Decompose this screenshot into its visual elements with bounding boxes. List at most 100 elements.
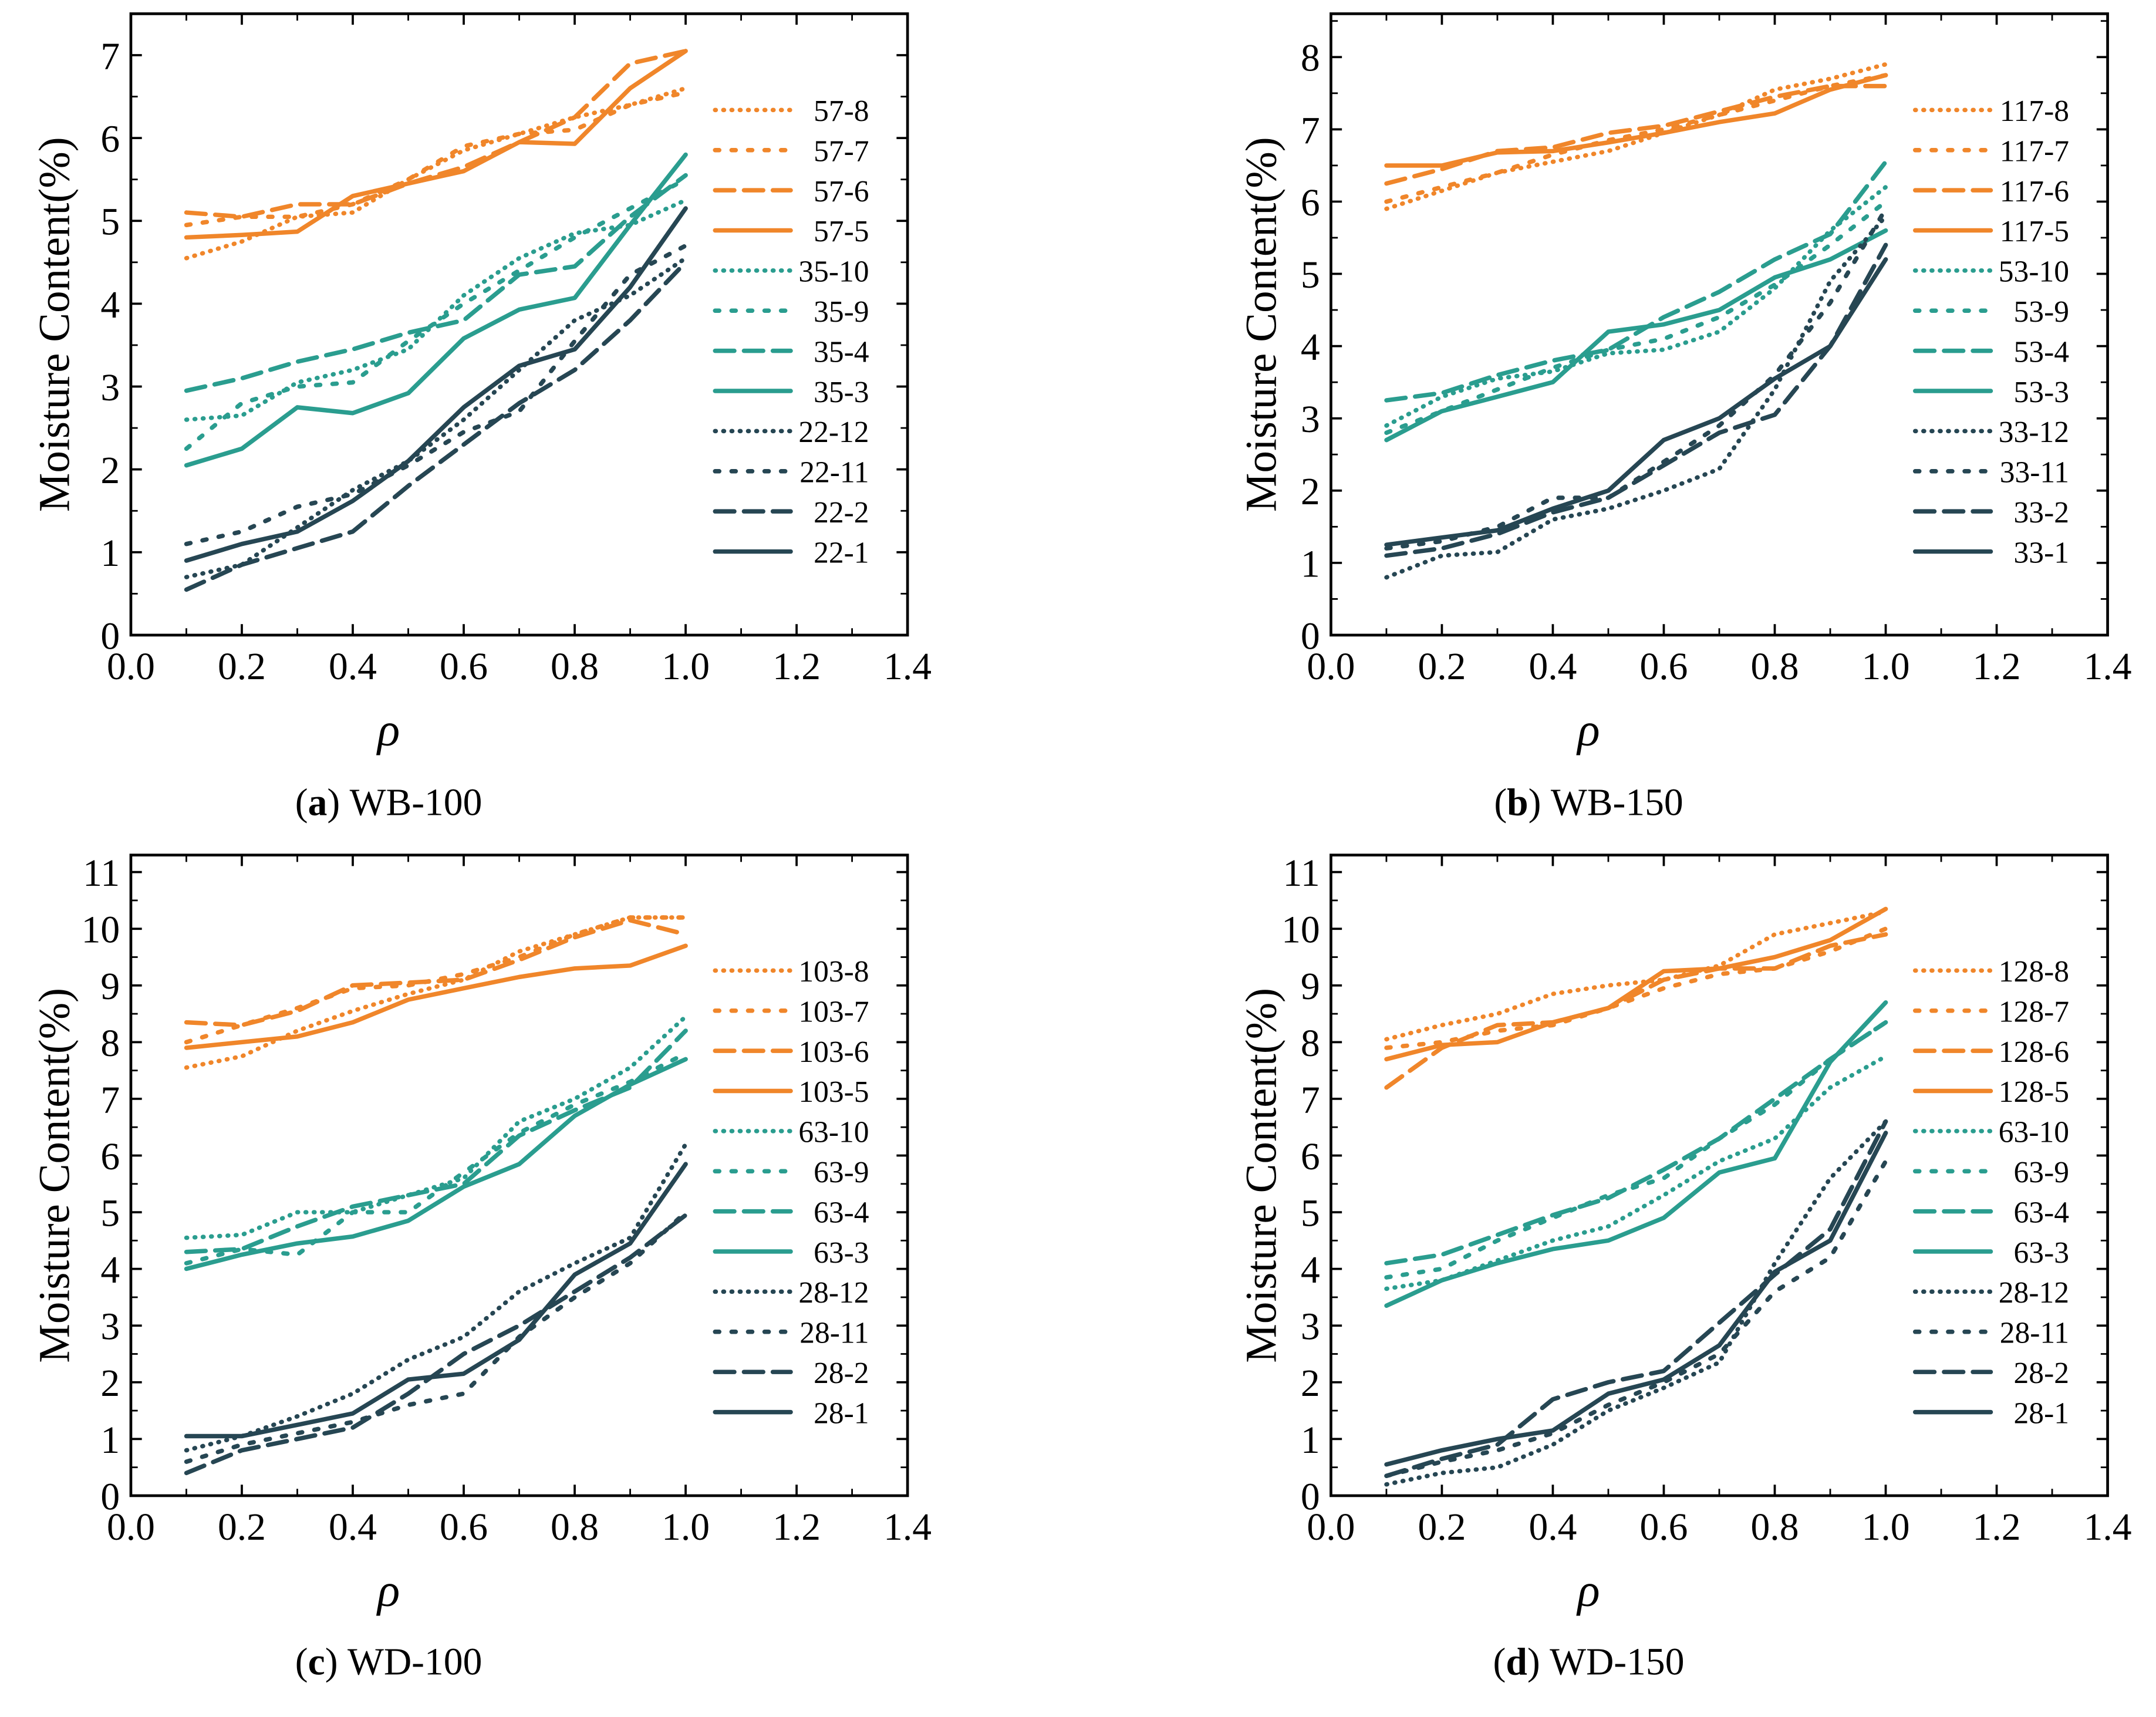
legend-label: 53-4 <box>2014 335 2069 369</box>
series-line-33-12 <box>1384 214 1888 580</box>
legend-label: 57-8 <box>814 95 869 128</box>
series-line-28-1 <box>184 1162 688 1439</box>
legend-label: 33-11 <box>2000 456 2069 490</box>
x-tick-label: 1.0 <box>662 646 710 688</box>
series-line-53-3 <box>1384 228 1888 443</box>
legend-label: 35-10 <box>798 255 869 289</box>
legend-label: 63-10 <box>798 1116 869 1149</box>
x-tick-label: 0.0 <box>1307 1506 1355 1549</box>
y-tick-label: 7 <box>1301 110 1320 152</box>
legend-label: 63-3 <box>814 1236 869 1270</box>
panel-caption: (d) WD-150 <box>1493 1641 1685 1683</box>
x-tick-label: 0.0 <box>1307 646 1355 688</box>
series-line-117-6 <box>1384 83 1888 186</box>
series-line-53-4 <box>1384 159 1888 403</box>
series-line-63-9 <box>184 1051 688 1266</box>
series-line-57-7 <box>184 90 688 228</box>
y-tick-label: 3 <box>1301 1306 1320 1348</box>
legend-label: 35-4 <box>814 335 869 369</box>
panel-wb-150: 0.0 0.2 0.4 0.6 0.8 1.0 1.2 1.4 0 1 2 3 4 5 6 7 8 Moistur… <box>1237 12 2132 824</box>
x-tick-label: 1.2 <box>772 1506 821 1549</box>
x-axis-label: ρ <box>1575 704 1600 755</box>
x-tick-label: 0.2 <box>218 1506 266 1549</box>
series-line-103-8 <box>184 915 688 1070</box>
series-line-22-11 <box>184 243 688 547</box>
legend-label: 33-1 <box>2014 536 2069 569</box>
x-tick-label: 1.2 <box>1973 1506 2021 1549</box>
caption-open: ( <box>1494 782 1507 824</box>
x-tick-label: 0.6 <box>1639 646 1688 688</box>
x-tick-label: 0.2 <box>1418 646 1466 688</box>
legend-label: 28-1 <box>2014 1396 2069 1430</box>
series-line-103-7 <box>184 915 688 1045</box>
series-line-63-3 <box>1384 1000 1888 1308</box>
series-line-117-8 <box>1384 62 1888 211</box>
caption-letter: d <box>1506 1641 1527 1683</box>
legend-label: 128-5 <box>1999 1075 2069 1109</box>
x-tick-label: 0.4 <box>329 1506 377 1549</box>
x-tick-label: 0.0 <box>107 646 155 688</box>
caption-close: ) <box>1527 1641 1550 1683</box>
series-line-33-2 <box>1384 242 1888 558</box>
x-tick-label: 1.2 <box>772 646 821 688</box>
series-line-35-10 <box>184 198 688 422</box>
y-axis-label: Moisture Content(%) <box>1237 137 1286 512</box>
plot-frame <box>1330 12 2109 637</box>
series-line-117-7 <box>1384 73 1888 204</box>
y-tick-label: 10 <box>1281 909 1320 952</box>
panel-wd-150: 0.0 0.2 0.4 0.6 0.8 1.0 1.2 1.4 0 1 2 3 4 5 6 7 8 9 10 11 Mo… <box>1237 852 2132 1683</box>
y-tick-label: 8 <box>1301 1023 1320 1065</box>
y-tick-label: 7 <box>1301 1079 1320 1121</box>
panel-title: WD-100 <box>347 1641 482 1683</box>
series-line-22-1 <box>184 206 688 563</box>
series-line-33-1 <box>1384 257 1888 547</box>
caption-letter: a <box>308 782 328 824</box>
series-line-63-4 <box>184 1028 688 1254</box>
y-tick-label: 4 <box>1301 1249 1320 1291</box>
y-tick-label: 0 <box>1301 615 1320 657</box>
series-line-35-9 <box>184 177 688 451</box>
legend-label: 57-7 <box>814 134 869 168</box>
x-tick-label: 0.8 <box>551 1506 599 1549</box>
legend-label: 63-4 <box>814 1196 869 1229</box>
series-line-128-5 <box>1384 906 1888 1062</box>
x-tick-label: 1.4 <box>2084 646 2132 688</box>
series-line-128-6 <box>1384 932 1888 1090</box>
y-tick-label: 6 <box>1301 182 1320 224</box>
caption-close: ) <box>325 1641 347 1683</box>
legend-label: 63-4 <box>2014 1196 2069 1229</box>
legend-label: 22-12 <box>798 416 869 449</box>
legend-label: 53-3 <box>2014 376 2069 409</box>
y-tick-label: 11 <box>83 852 120 895</box>
y-tick-label: 10 <box>82 909 120 952</box>
series-line-103-6 <box>184 917 688 1028</box>
y-tick-label: 3 <box>1301 399 1320 441</box>
y-tick-label: 5 <box>100 1192 120 1234</box>
legend-label: 53-10 <box>1999 255 2069 289</box>
x-tick-label: 0.6 <box>440 1506 488 1549</box>
panel-caption: (c) WD-100 <box>295 1641 483 1683</box>
y-tick-label: 9 <box>100 966 120 1008</box>
y-tick-label: 9 <box>1301 966 1320 1008</box>
legend-label: 28-12 <box>1999 1276 2069 1310</box>
y-tick-label: 5 <box>100 201 120 244</box>
series-line-128-8 <box>1384 909 1888 1042</box>
legend-label: 28-2 <box>814 1357 869 1390</box>
series-line-63-3 <box>184 1057 688 1271</box>
legend-label: 35-9 <box>814 295 869 329</box>
series-line-63-10 <box>184 1014 688 1240</box>
series-line-57-5 <box>184 49 688 240</box>
series-line-28-2 <box>1384 1119 1888 1478</box>
legend-label: 33-2 <box>2014 496 2069 529</box>
x-tick-label: 1.4 <box>883 646 932 688</box>
series-line-117-5 <box>1384 73 1888 168</box>
panel-wb-100: 0.0 0.2 0.4 0.6 0.8 1.0 1.2 1.4 0 1 2 3 4 5 6 7 Moisture… <box>31 12 932 824</box>
legend-label: 33-12 <box>1999 416 2069 449</box>
x-tick-label: 1.4 <box>883 1506 932 1549</box>
y-tick-label: 4 <box>100 284 120 326</box>
legend-label: 103-8 <box>798 955 869 989</box>
series-line-28-1 <box>1384 1131 1888 1467</box>
panel-title: WB-100 <box>350 782 483 824</box>
series-line-53-10 <box>1384 184 1888 428</box>
